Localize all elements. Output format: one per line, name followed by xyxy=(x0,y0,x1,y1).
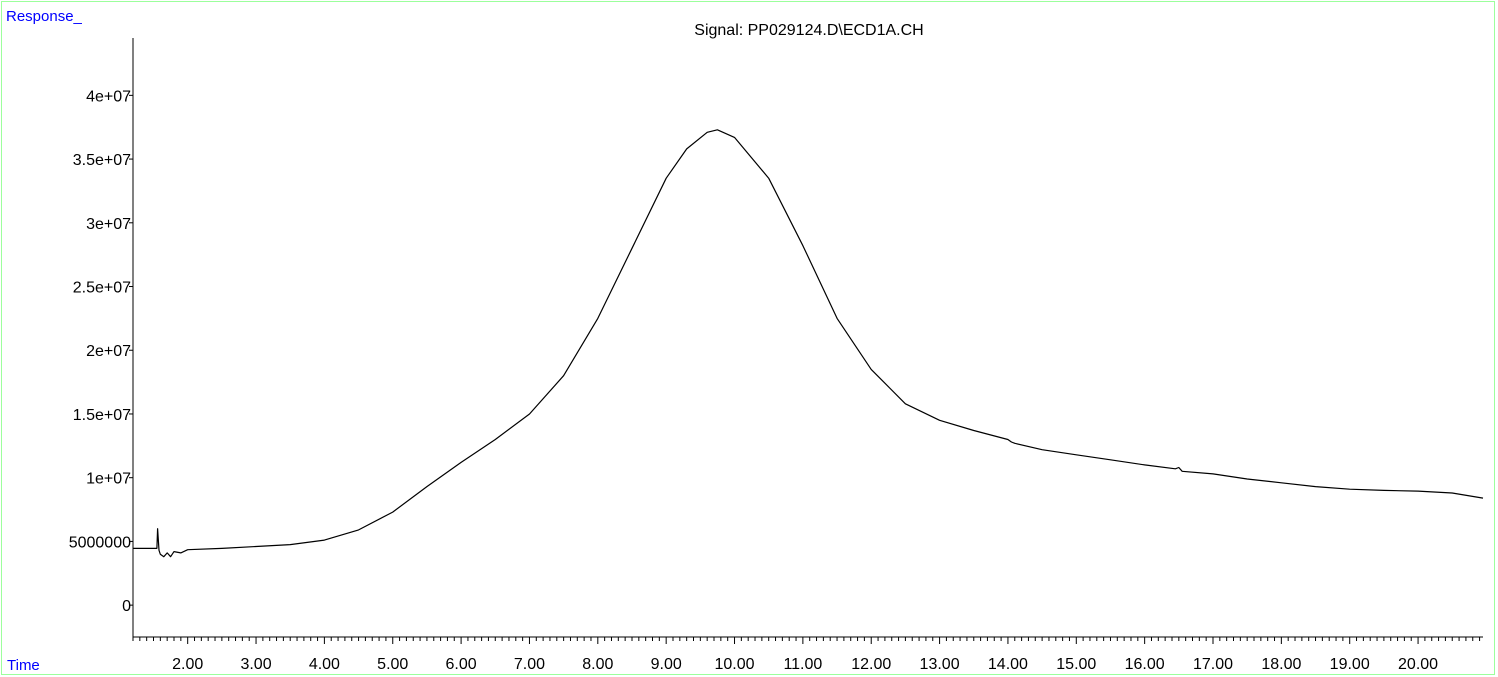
x-tick-label: 16.00 xyxy=(1125,656,1165,673)
x-tick-label: 15.00 xyxy=(1056,656,1096,673)
x-ticks: 2.00 3.00 4.00 5.00 6.00 7.00 8.00 9.00 10.00 11.… xyxy=(132,637,1481,673)
x-axis-label: Time xyxy=(7,657,40,674)
x-tick-label: 2.00 xyxy=(172,656,203,673)
x-tick-label: 5.00 xyxy=(377,656,408,673)
y-tick-label: 5000000 xyxy=(69,534,131,551)
y-tick-label: 2.5e+07 xyxy=(73,280,131,297)
x-tick-label: 20.00 xyxy=(1398,656,1438,673)
y-tick-label: 1.5e+07 xyxy=(73,407,131,424)
y-ticks: 0 5000000 1e+07 1.5e+07 2e+07 2.5e+07 3e+07 3.5… xyxy=(69,88,133,615)
y-tick-label: 2e+07 xyxy=(86,343,131,360)
x-tick-label: 13.00 xyxy=(920,656,960,673)
y-axis-label: Response_ xyxy=(6,8,82,25)
y-tick-label: 3.5e+07 xyxy=(73,152,131,169)
series-group xyxy=(133,129,1484,558)
x-tick-label: 10.00 xyxy=(714,656,754,673)
x-tick-label: 17.00 xyxy=(1193,656,1233,673)
x-tick-label: 18.00 xyxy=(1261,656,1301,673)
x-tick-label: 7.00 xyxy=(514,656,545,673)
y-tick-label: 0 xyxy=(122,598,131,615)
y-tick-label: 4e+07 xyxy=(86,88,131,105)
x-tick-label: 8.00 xyxy=(582,656,613,673)
signal-trace-line xyxy=(133,129,1484,558)
x-tick-label: 9.00 xyxy=(651,656,682,673)
axes xyxy=(132,38,1483,638)
x-tick-label: 19.00 xyxy=(1330,656,1370,673)
x-tick-label: 12.00 xyxy=(851,656,891,673)
x-tick-label: 14.00 xyxy=(988,656,1028,673)
y-tick-label: 3e+07 xyxy=(86,216,131,233)
x-tick-label: 6.00 xyxy=(446,656,477,673)
chart-title: Signal: PP029124.D\ECD1A.CH xyxy=(694,22,924,39)
y-tick-label: 1e+07 xyxy=(86,471,131,488)
x-tick-label: 4.00 xyxy=(309,656,340,673)
x-tick-label: 11.00 xyxy=(783,656,822,673)
x-tick-label: 3.00 xyxy=(240,656,271,673)
